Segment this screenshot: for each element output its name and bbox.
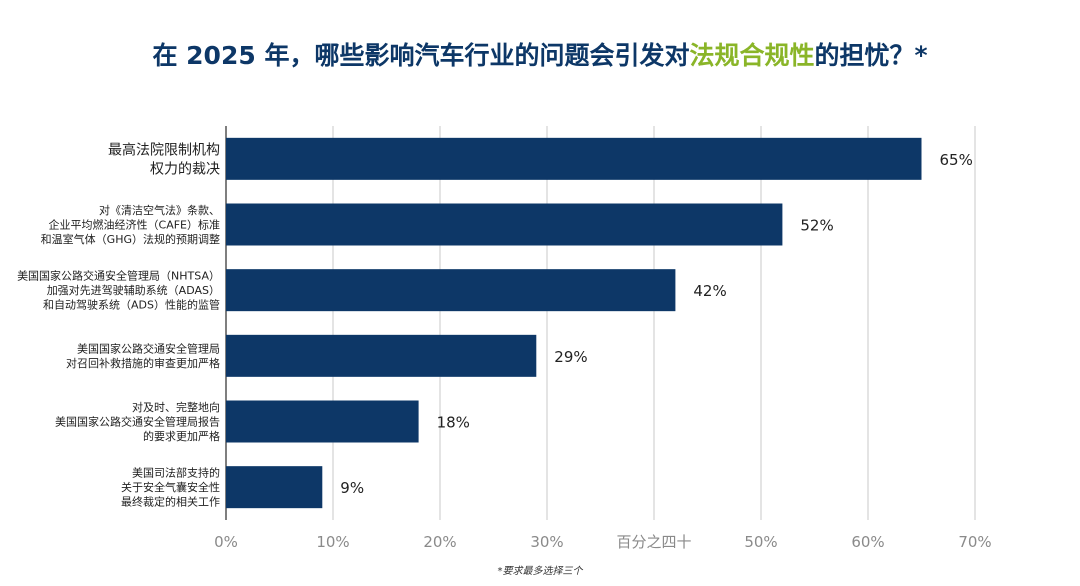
category-label-line: 加强对先进驾驶辅助系统（ADAS） xyxy=(47,283,220,297)
x-tick-label: 0% xyxy=(214,533,238,551)
category-label-line: 的要求更加严格 xyxy=(143,429,220,443)
footnote: *要求最多选择三个 xyxy=(497,566,583,577)
x-tick-label: 20% xyxy=(423,533,456,551)
x-tick-label: 50% xyxy=(744,533,777,551)
category-label-line: 美国国家公路交通安全管理局 xyxy=(77,342,220,356)
data-label: 65% xyxy=(940,151,973,169)
bar xyxy=(226,137,922,180)
category-label-line: 和温室气体（GHG）法规的预期调整 xyxy=(41,232,220,246)
data-label: 52% xyxy=(800,217,833,235)
category-label-line: 企业平均燃油经济性（CAFE）标准 xyxy=(49,217,220,231)
category-label: 美国司法部支持的关于安全气囊安全性最终裁定的相关工作 xyxy=(121,466,220,509)
title-part-2: 的担忧？* xyxy=(814,41,928,70)
category-label-line: 最终裁定的相关工作 xyxy=(121,495,220,509)
x-tick-label: 70% xyxy=(958,533,991,551)
bar xyxy=(226,400,419,443)
category-label-line: 对《清洁空气法》条款、 xyxy=(99,203,220,217)
category-label-line: 对及时、完整地向 xyxy=(132,400,220,414)
data-label: 18% xyxy=(437,414,470,432)
category-label-line: 关于安全气囊安全性 xyxy=(121,480,220,494)
category-label-line: 美国国家公路交通安全管理局（NHTSA） xyxy=(17,269,220,283)
category-label-line: 权力的裁决 xyxy=(150,161,220,177)
data-label: 29% xyxy=(554,348,587,366)
x-tick-label: 30% xyxy=(530,533,563,551)
bar xyxy=(226,334,537,377)
category-label: 对及时、完整地向美国国家公路交通安全管理局报告的要求更加严格 xyxy=(55,400,220,443)
bar xyxy=(226,466,323,509)
title-highlight: 法规合规性 xyxy=(689,41,815,70)
x-tick-label: 10% xyxy=(316,533,349,551)
bar xyxy=(226,203,783,246)
category-label-line: 最高法院限制机构 xyxy=(108,141,220,158)
x-tick-label: 60% xyxy=(851,533,884,551)
chart-title: 在 2025 年，哪些影响汽车行业的问题会引发对法规合规性的担忧？* xyxy=(0,36,1080,72)
x-axis-label: 百分之四十 xyxy=(616,533,691,551)
category-label-line: 美国司法部支持的 xyxy=(132,466,220,480)
category-label: 美国国家公路交通安全管理局对召回补救措施的审查更加严格 xyxy=(66,342,220,371)
category-label: 对《清洁空气法》条款、企业平均燃油经济性（CAFE）标准和温室气体（GHG）法规… xyxy=(41,203,220,246)
data-label: 9% xyxy=(340,479,364,497)
category-label-line: 和自动驾驶系统（ADS）性能的监管 xyxy=(43,298,220,312)
data-label: 42% xyxy=(693,282,726,300)
title-part-1: 在 2025 年，哪些影响汽车行业的问题会引发对 xyxy=(152,41,690,70)
category-label: 最高法院限制机构权力的裁决 xyxy=(108,141,220,177)
category-label-line: 美国国家公路交通安全管理局报告 xyxy=(55,414,220,428)
category-label-line: 对召回补救措施的审查更加严格 xyxy=(66,356,220,370)
bar xyxy=(226,269,676,312)
category-label: 美国国家公路交通安全管理局（NHTSA）加强对先进驾驶辅助系统（ADAS）和自动… xyxy=(17,269,220,312)
